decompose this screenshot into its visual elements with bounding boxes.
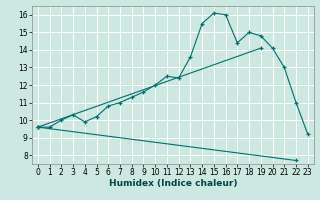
X-axis label: Humidex (Indice chaleur): Humidex (Indice chaleur) — [108, 179, 237, 188]
